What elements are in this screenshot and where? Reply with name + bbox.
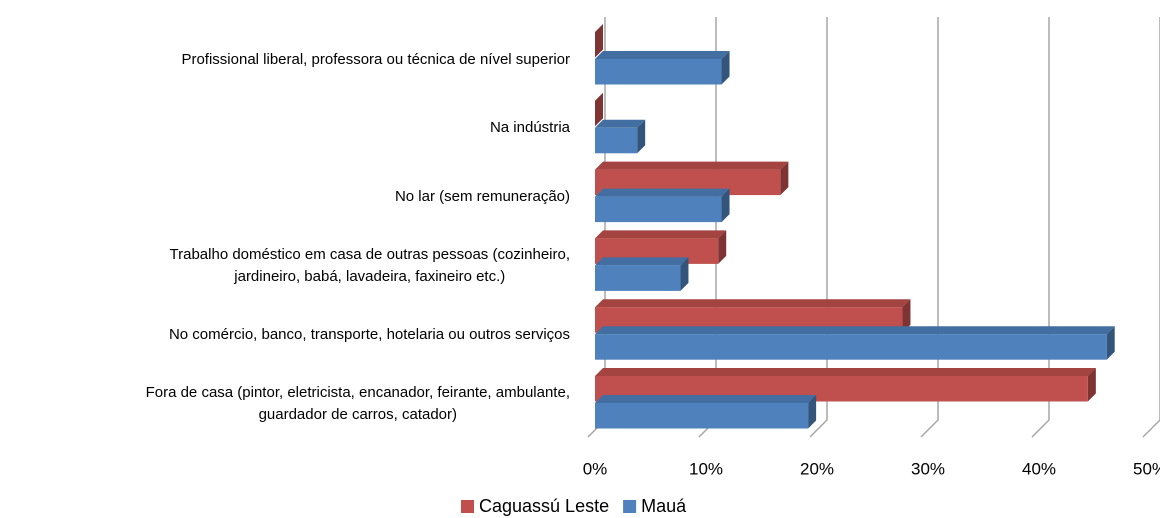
bar-side: [637, 119, 646, 154]
grid-line: [1142, 17, 1160, 438]
bar-side: [902, 299, 911, 333]
category-label: No comércio, banco, transporte, hotelari…: [168, 325, 570, 343]
legend-label: Mauá: [641, 496, 687, 516]
bar-top: [595, 257, 689, 266]
x-tick-label: 20%: [800, 459, 834, 478]
bar-side: [808, 395, 817, 429]
category-label: Na indústria: [489, 119, 570, 137]
bar-top: [595, 299, 911, 308]
bar-side: [1087, 368, 1096, 402]
x-tick-label: 40%: [1022, 459, 1056, 478]
grid-line: [809, 17, 828, 438]
x-tick-label: 10%: [689, 459, 723, 478]
bar-side: [780, 161, 789, 196]
bar-top: [595, 51, 730, 59]
x-tick-label: 0%: [583, 459, 608, 478]
bar-side: [718, 230, 727, 264]
bar-top: [595, 368, 1096, 376]
bar: [595, 265, 681, 291]
legend-swatch: [623, 500, 637, 513]
bar-side: [595, 92, 603, 127]
bar: [595, 334, 1107, 360]
bar-side: [721, 188, 730, 223]
bar-top: [595, 326, 1115, 335]
bar-side: [721, 51, 730, 85]
grid-line: [1031, 17, 1050, 438]
category-label: Fora de casa (pintor, eletricista, encan…: [145, 383, 570, 423]
bar-side: [1106, 326, 1115, 360]
bar-top: [595, 119, 646, 128]
category-label: No lar (sem remuneração): [394, 188, 570, 206]
bar-top: [595, 395, 817, 403]
grid-line: [920, 17, 939, 438]
category-label: Trabalho doméstico em casa de outras pes…: [169, 245, 570, 285]
legend-swatch: [461, 500, 474, 513]
bar-top: [595, 230, 727, 239]
x-tick-label: 30%: [911, 459, 945, 478]
bar: [595, 403, 809, 429]
legend-label: Caguassú Leste: [479, 496, 609, 516]
bar-top: [595, 161, 789, 170]
bar: [595, 127, 638, 154]
bar: [595, 196, 722, 223]
bar: [595, 59, 722, 85]
x-tick-label: 50%: [1133, 459, 1160, 478]
bar-top: [595, 188, 730, 197]
category-label: Profissional liberal, professora ou técn…: [181, 50, 570, 68]
bar-side: [680, 257, 689, 291]
bar-side: [595, 24, 603, 58]
